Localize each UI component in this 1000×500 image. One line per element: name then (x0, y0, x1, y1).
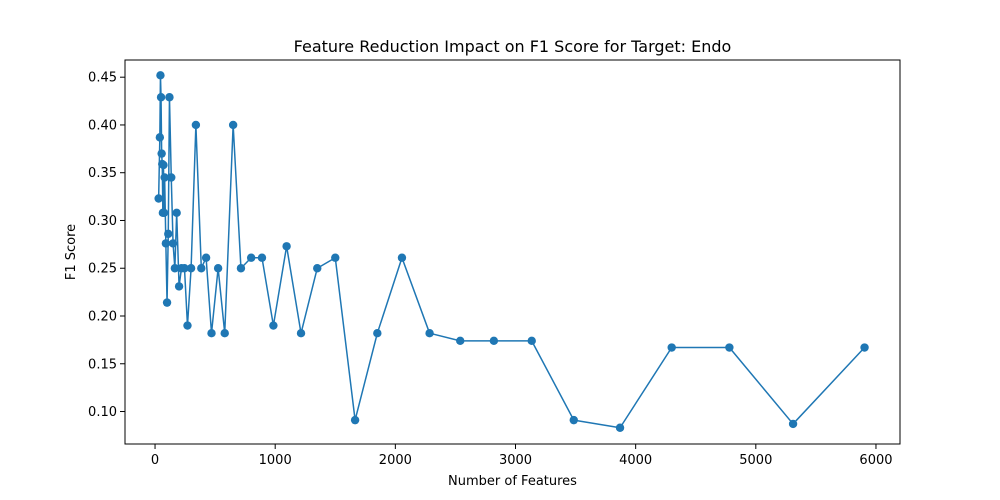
series-line (157, 74, 866, 429)
x-tick-label: 5000 (739, 453, 772, 468)
data-point (180, 264, 189, 273)
data-point (191, 120, 201, 130)
data-point (257, 253, 267, 262)
x-tick-label: 2000 (379, 453, 412, 468)
y-tick-label: 0.45 (88, 71, 117, 86)
data-point (313, 264, 322, 273)
x-tick-label: 0 (151, 453, 159, 468)
data-point (186, 264, 196, 273)
data-point (350, 415, 360, 425)
data-point (527, 336, 536, 346)
data-point (159, 208, 169, 218)
data-point (164, 229, 173, 239)
data-point (207, 328, 216, 338)
data-point (156, 71, 165, 80)
data-point (162, 298, 172, 307)
y-axis-label: F1 Score (64, 224, 79, 280)
data-point (725, 343, 734, 352)
data-point (159, 160, 168, 170)
data-point (172, 208, 181, 218)
x-axis-label: Number of Features (448, 474, 577, 489)
plot-frame (124, 59, 901, 445)
data-point (154, 194, 163, 203)
data-point (220, 328, 229, 338)
chart-title: Feature Reduction Impact on F1 Score for… (294, 37, 732, 56)
data-point (425, 328, 434, 338)
data-point (174, 282, 184, 291)
x-tick-label: 4000 (619, 453, 652, 468)
y-tick-label: 0.10 (88, 405, 117, 420)
data-point (213, 264, 223, 273)
data-point (156, 93, 166, 102)
data-point (456, 336, 465, 346)
data-point (157, 149, 166, 158)
y-tick-label: 0.20 (88, 310, 117, 325)
y-tick-label: 0.40 (88, 118, 117, 133)
data-point (228, 120, 238, 130)
data-point (168, 239, 178, 248)
data-point (167, 173, 176, 182)
data-point (246, 253, 256, 262)
data-point (155, 133, 165, 142)
data-point (667, 343, 676, 352)
data-point (161, 239, 171, 248)
data-point (282, 242, 291, 251)
y-tick-label: 0.25 (88, 262, 117, 277)
data-point (183, 321, 192, 330)
data-point (201, 253, 211, 262)
data-point (615, 423, 625, 432)
data-point (236, 264, 246, 273)
data-point (569, 415, 578, 425)
x-tick-label: 3000 (499, 453, 532, 468)
y-tick-label: 0.35 (88, 166, 117, 181)
data-point (197, 264, 206, 273)
data-point (160, 173, 169, 182)
data-point (860, 343, 869, 352)
data-point (489, 336, 499, 346)
data-point (373, 328, 382, 338)
data-point (397, 253, 407, 262)
data-point (170, 264, 180, 273)
plot-area (154, 71, 869, 432)
data-point (296, 328, 306, 338)
data-point (165, 93, 174, 102)
x-tick-label: 6000 (859, 453, 892, 468)
x-tick-label: 1000 (259, 453, 292, 468)
data-point (788, 419, 798, 429)
y-tick-label: 0.15 (88, 357, 117, 372)
data-point (331, 253, 340, 262)
y-tick-label: 0.30 (88, 214, 117, 229)
data-point (269, 321, 278, 330)
